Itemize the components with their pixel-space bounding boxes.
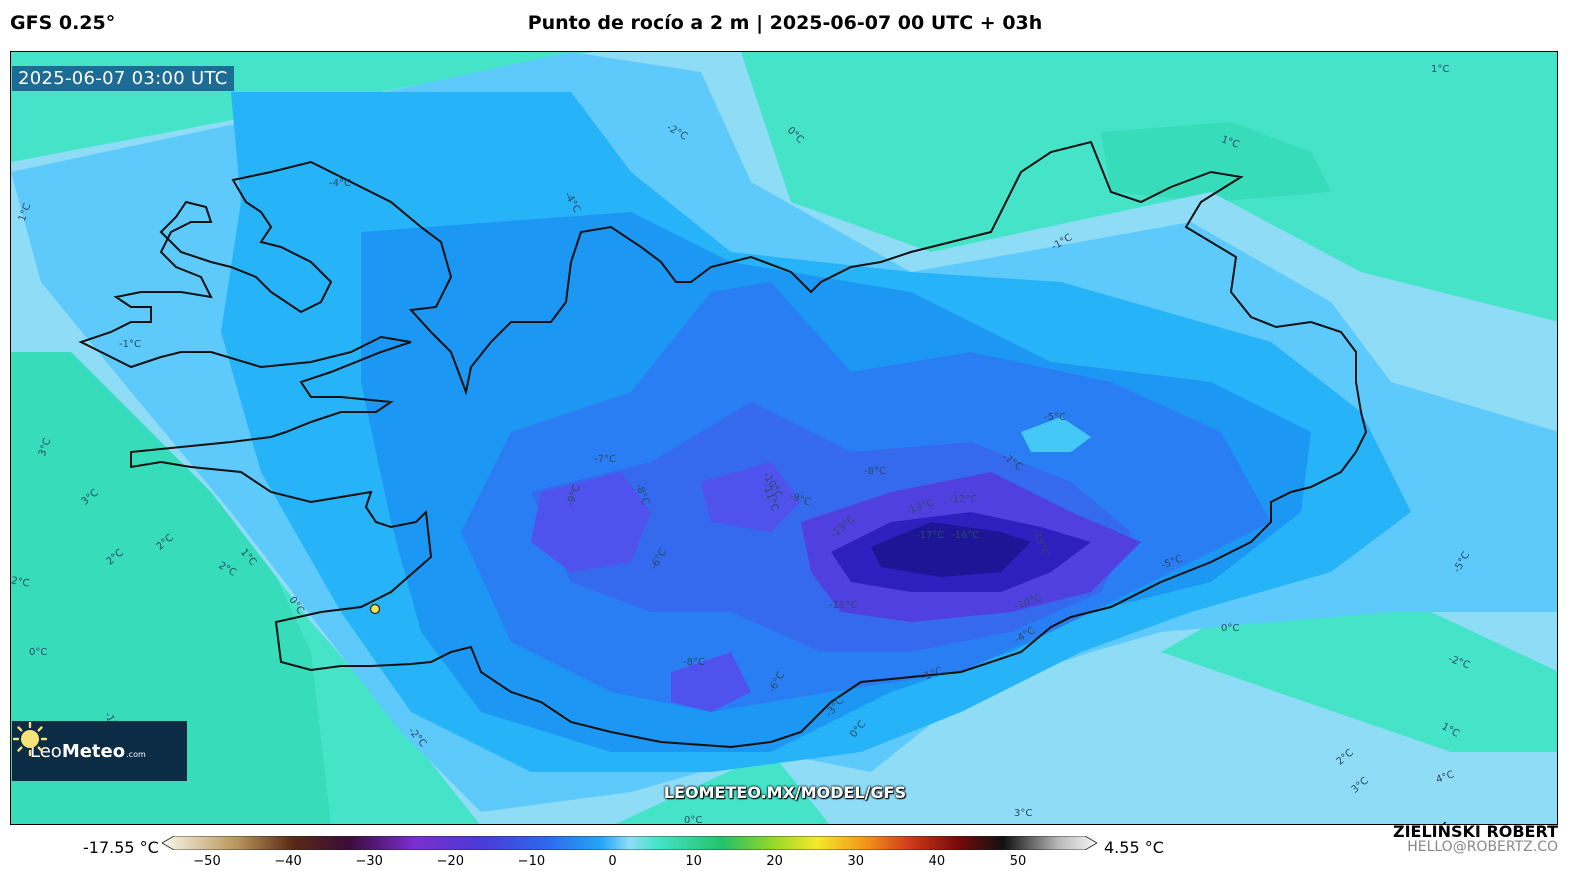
colorbar-tick-label: −20 (436, 854, 465, 869)
colorbar-tick-label: 0 (608, 854, 617, 869)
contour-label: 0°C (684, 815, 703, 825)
credit-email[interactable]: HELLO@ROBERTZ.CO (1407, 839, 1558, 855)
colorbar-tick-label: 30 (847, 854, 865, 869)
map-field (11, 52, 1557, 824)
chart-title: Punto de rocío a 2 m | 2025-06-07 00 UTC… (527, 12, 1043, 34)
contour-label: 1°C (1431, 64, 1450, 75)
colorbar-tick-label: 10 (685, 854, 702, 869)
station-marker (369, 603, 381, 615)
contour-label: -7°C (594, 454, 616, 465)
dewpoint-map: 1°C 0°C -2°C -4°C -4°C 1°C -1°C 1°C -1°C… (10, 51, 1558, 825)
contour-label: -5°C (1044, 412, 1066, 423)
contour-label: -11°C (829, 600, 858, 611)
colorbar-tick-label: 50 (1009, 854, 1027, 869)
contour-label: -8°C (683, 657, 705, 668)
contour-label: -1°C (119, 339, 141, 350)
contour-label: 0°C (29, 647, 48, 658)
colorbar-tick-label: 40 (928, 854, 946, 869)
colorbar-min-label: -17.55 °C (83, 838, 159, 857)
timestamp-badge: 2025-06-07 03:00 UTC (12, 66, 234, 91)
colorbar-max-label: 4.55 °C (1104, 838, 1164, 857)
colorbar-tick-label: −10 (517, 854, 546, 869)
logo-text: LeoMeteo (30, 740, 126, 762)
contour-label: -16°C (951, 530, 980, 541)
source-watermark: LEOMETEO.MX/MODEL/GFS (663, 783, 907, 802)
logo-suffix: .com (126, 750, 146, 759)
contour-label: 3°C (1014, 808, 1033, 819)
colorbar-tick-label: 20 (766, 854, 783, 869)
contour-label: -4°C (329, 178, 351, 189)
contour-label: -12°C (949, 494, 978, 505)
coastline (78, 140, 1368, 749)
colorbar-tick-label: −40 (274, 854, 302, 869)
colorbar (162, 836, 1097, 850)
sun-icon (12, 721, 48, 757)
colorbar-tick-label: −50 (193, 854, 221, 869)
colorbar-tick-label: −30 (355, 854, 383, 869)
contour-label: -17°C (916, 530, 945, 541)
contour-label: 0°C (1221, 623, 1240, 634)
model-label: GFS 0.25° (10, 12, 116, 34)
leometeo-logo[interactable]: LeoMeteo .com (12, 721, 187, 781)
credit-name: ZIELIŃSKI ROBERT (1392, 822, 1558, 841)
contour-label: -8°C (864, 466, 886, 477)
